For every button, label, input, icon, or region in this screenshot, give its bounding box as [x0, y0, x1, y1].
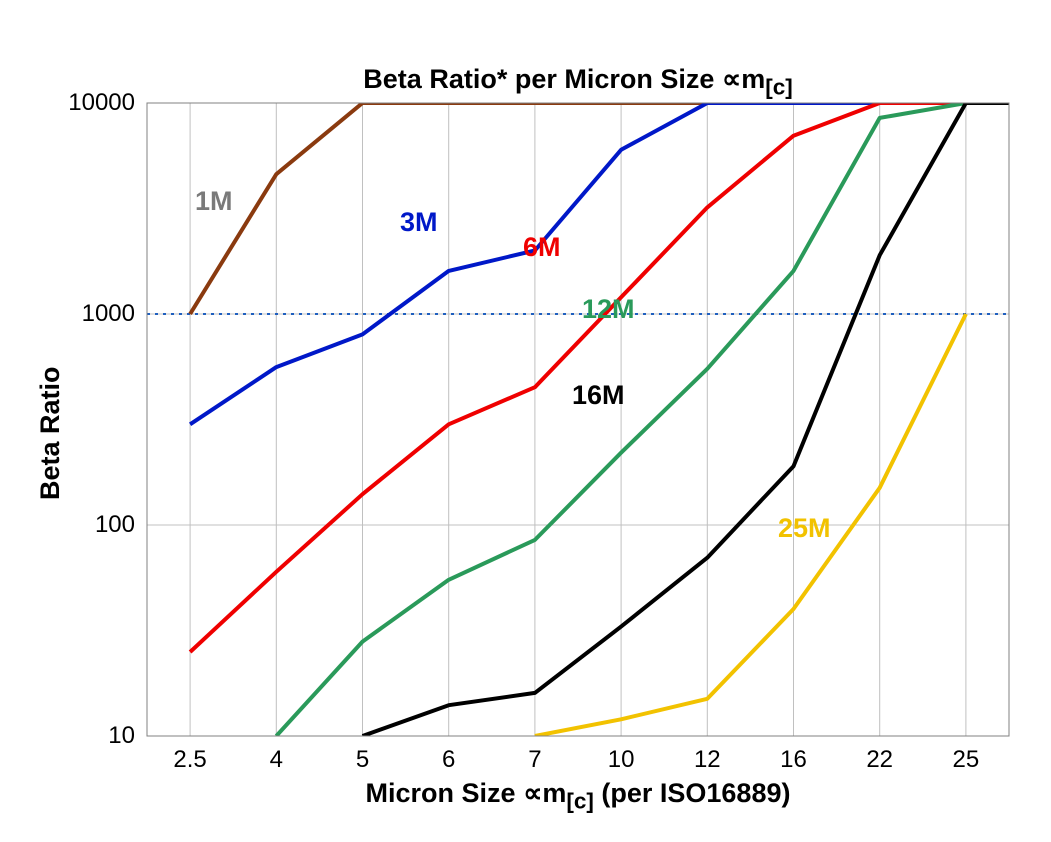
- series-label-1M: 1M: [195, 186, 233, 217]
- x-tick-label: 12: [694, 746, 721, 774]
- series-line-12M: [276, 103, 1009, 736]
- x-tick-label: 2.5: [173, 746, 206, 774]
- x-tick-label: 7: [528, 746, 541, 774]
- series-label-16M: 16M: [572, 380, 625, 411]
- x-tick-label: 6: [442, 746, 455, 774]
- x-tick-label: 25: [953, 746, 980, 774]
- beta-ratio-chart: Beta Ratio* per Micron Size ∝m[c] Beta R…: [0, 0, 1051, 842]
- x-tick-label: 5: [356, 746, 369, 774]
- series-line-6M: [190, 103, 1009, 652]
- x-tick-label: 10: [608, 746, 635, 774]
- series-label-25M: 25M: [778, 513, 831, 544]
- y-tick-label: 10000: [68, 89, 135, 117]
- series-label-3M: 3M: [400, 207, 438, 238]
- series-line-3M: [190, 103, 1009, 424]
- x-tick-label: 16: [780, 746, 807, 774]
- x-tick-label: 22: [866, 746, 893, 774]
- y-tick-label: 100: [95, 511, 135, 539]
- series-label-12M: 12M: [582, 294, 635, 325]
- series-line-1M: [190, 103, 1009, 314]
- x-tick-label: 4: [270, 746, 283, 774]
- y-tick-label: 10: [108, 722, 135, 750]
- series-label-6M: 6M: [523, 232, 561, 263]
- y-tick-label: 1000: [82, 300, 135, 328]
- plot-surface: [0, 0, 1051, 842]
